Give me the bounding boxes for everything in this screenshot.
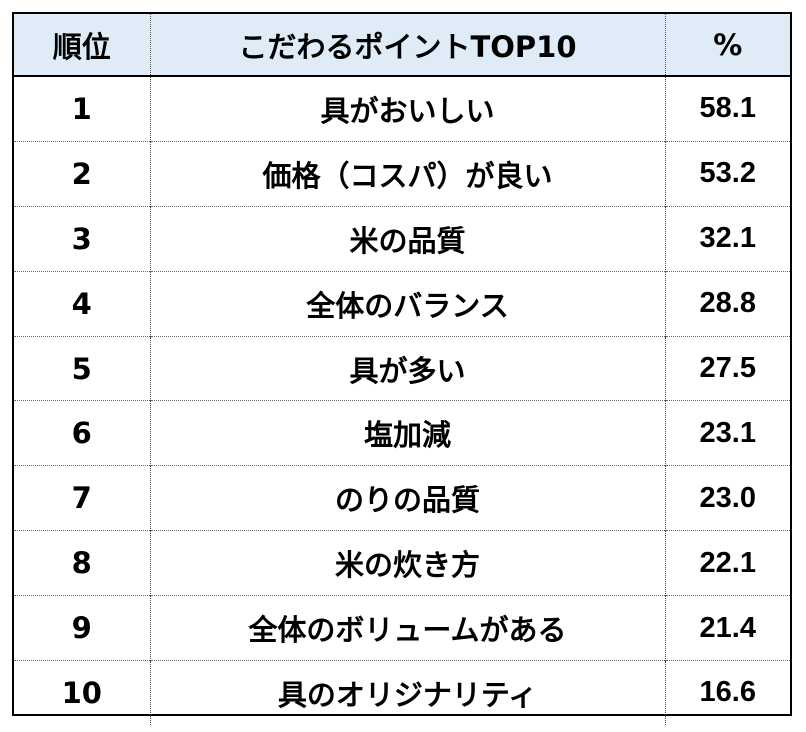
column-header-point: こだわるポイントTOP10 [149,14,665,77]
table-body: 1 具がおいしい 58.1 2 価格（コスパ）が良い 53.2 3 米の品質 32.1 4 全体のバ… [14,76,790,725]
point-cell: 全体のボリュームがある [149,595,665,661]
rank-cell: 1 [71,91,92,126]
point-cell: 米の炊き方 [149,530,665,596]
rank-cell: 4 [14,270,150,337]
ranking-table: 順位 こだわるポイントTOP10 % 1 具がおいしい 58.1 2 価格（コスパ）が良… [14,14,790,725]
point-cell: 全体のバランス [149,270,665,337]
rank-cell: 7 [14,465,150,531]
rank-cell: 10 [14,660,150,725]
point-cell: 価格（コスパ）が良い [149,140,665,207]
point-cell: のりの品質 [149,465,665,531]
percent-cell: 58.1 [664,76,790,142]
table-row: 4 全体のバランス 28.8 [14,270,790,337]
point-cell: 具がおいしい [149,76,665,142]
header-row: 順位 こだわるポイントTOP10 % [14,14,790,77]
table-row: 5 具が多い 27.5 [14,335,790,401]
table-row: 3 米の品質 32.1 [14,205,790,272]
table-header: 順位 こだわるポイントTOP10 % [14,14,790,77]
percent-cell: 22.1 [664,530,790,596]
rank-cell: 8 [14,530,150,596]
point-cell: 塩加減 [149,400,665,466]
point-cell: 具のオリジナリティ [149,660,665,725]
table-row: 2 価格（コスパ）が良い 53.2 [14,140,790,207]
percent-cell: 53.2 [664,140,790,207]
percent-cell: 23.0 [664,465,790,531]
percent-cell: 27.5 [664,335,790,401]
column-header-rank: 順位 [14,14,150,77]
table-row: 8 米の炊き方 22.1 [14,530,790,596]
point-cell: 具が多い [149,335,665,401]
percent-cell: 28.8 [664,270,790,337]
rank-cell: 5 [14,335,150,401]
rank-cell: 2 [14,140,150,207]
column-header-percent: % [664,14,790,77]
table-row: 7 のりの品質 23.0 [14,465,790,531]
percent-cell: 16.6 [664,660,790,725]
percent-cell: 32.1 [664,205,790,272]
table-row: 9 全体のボリュームがある 21.4 [14,595,790,661]
percent-cell: 23.1 [664,400,790,466]
ranking-table-frame: 順位 こだわるポイントTOP10 % 1 具がおいしい 58.1 2 価格（コスパ）が良… [12,12,792,725]
table-row: 6 塩加減 23.1 [14,400,790,466]
rank-cell: 9 [14,595,150,661]
percent-cell: 21.4 [664,595,790,661]
point-cell: 米の品質 [149,205,665,272]
rank-cell: 3 [14,205,150,272]
rank-cell: 6 [14,400,150,466]
table-row: 10 具のオリジナリティ 16.6 [14,660,790,725]
table-row: 1 具がおいしい 58.1 [14,76,790,142]
